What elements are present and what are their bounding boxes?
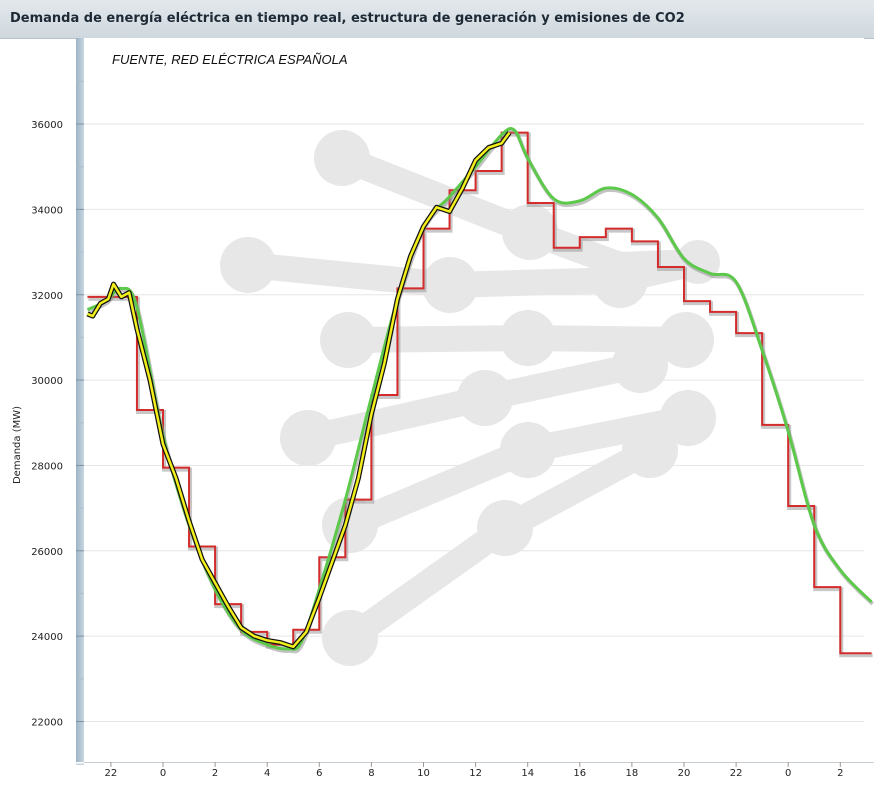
y-axis-label: Demanda (MW) xyxy=(12,406,23,484)
x-tick-label: 22 xyxy=(105,768,118,779)
watermark-node xyxy=(612,337,668,393)
x-tick-label: 14 xyxy=(521,768,534,779)
watermark-node xyxy=(314,130,370,186)
x-tick-label: 16 xyxy=(573,768,586,779)
x-tick-label: 20 xyxy=(678,768,691,779)
y-tick-label: 32000 xyxy=(31,291,63,302)
y-axis: 22000 24000 26000 28000 30000 32000 34000 36000 xyxy=(31,80,84,765)
x-tick-label: 2 xyxy=(212,768,218,779)
watermark-node xyxy=(322,610,378,666)
x-tick-label: 0 xyxy=(785,768,791,779)
real-demand-line xyxy=(86,131,511,649)
programmed-demand-line xyxy=(87,131,872,655)
watermark-node xyxy=(477,500,533,556)
watermark-node xyxy=(500,310,556,366)
x-tick-label: 22 xyxy=(730,768,743,779)
watermark-node xyxy=(660,390,716,446)
x-tick-label: 2 xyxy=(837,768,843,779)
x-tick-label: 8 xyxy=(368,768,374,779)
x-axis: 22 0 2 4 6 8 10 12 14 16 18 20 22 0 2 xyxy=(105,762,843,779)
y-tick-label: 22000 xyxy=(31,718,63,729)
watermark-node xyxy=(592,252,648,308)
watermark-node xyxy=(457,370,513,426)
window-title-bar: Demanda de energía eléctrica en tiempo r… xyxy=(0,0,874,39)
watermark-node xyxy=(422,257,478,313)
series-group xyxy=(86,126,874,658)
x-axis-line xyxy=(84,762,874,763)
x-tick-label: 6 xyxy=(316,768,322,779)
y-tick-label: 24000 xyxy=(31,632,63,643)
y-axis-band xyxy=(76,38,84,762)
watermark-node xyxy=(280,410,336,466)
y-tick-label: 30000 xyxy=(31,376,63,387)
x-tick-label: 12 xyxy=(469,768,482,779)
source-note: FUENTE, RED ELÉCTRICA ESPAÑOLA xyxy=(112,52,348,67)
watermark-node xyxy=(622,422,678,478)
x-tick-label: 0 xyxy=(160,768,166,779)
y-tick-label: 36000 xyxy=(31,120,63,131)
x-tick-label: 10 xyxy=(417,768,430,779)
window-title: Demanda de energía eléctrica en tiempo r… xyxy=(10,11,685,26)
x-tick-label: 18 xyxy=(626,768,639,779)
gridlines xyxy=(84,123,864,722)
y-tick-label: 28000 xyxy=(31,461,63,472)
x-tick-label: 4 xyxy=(264,768,270,779)
watermark-node xyxy=(500,422,556,478)
watermark-node xyxy=(502,204,558,260)
watermark-node xyxy=(220,237,276,293)
watermark-node xyxy=(320,312,376,368)
y-tick-label: 34000 xyxy=(31,205,63,216)
y-tick-label: 26000 xyxy=(31,547,63,558)
watermark-node xyxy=(658,312,714,368)
